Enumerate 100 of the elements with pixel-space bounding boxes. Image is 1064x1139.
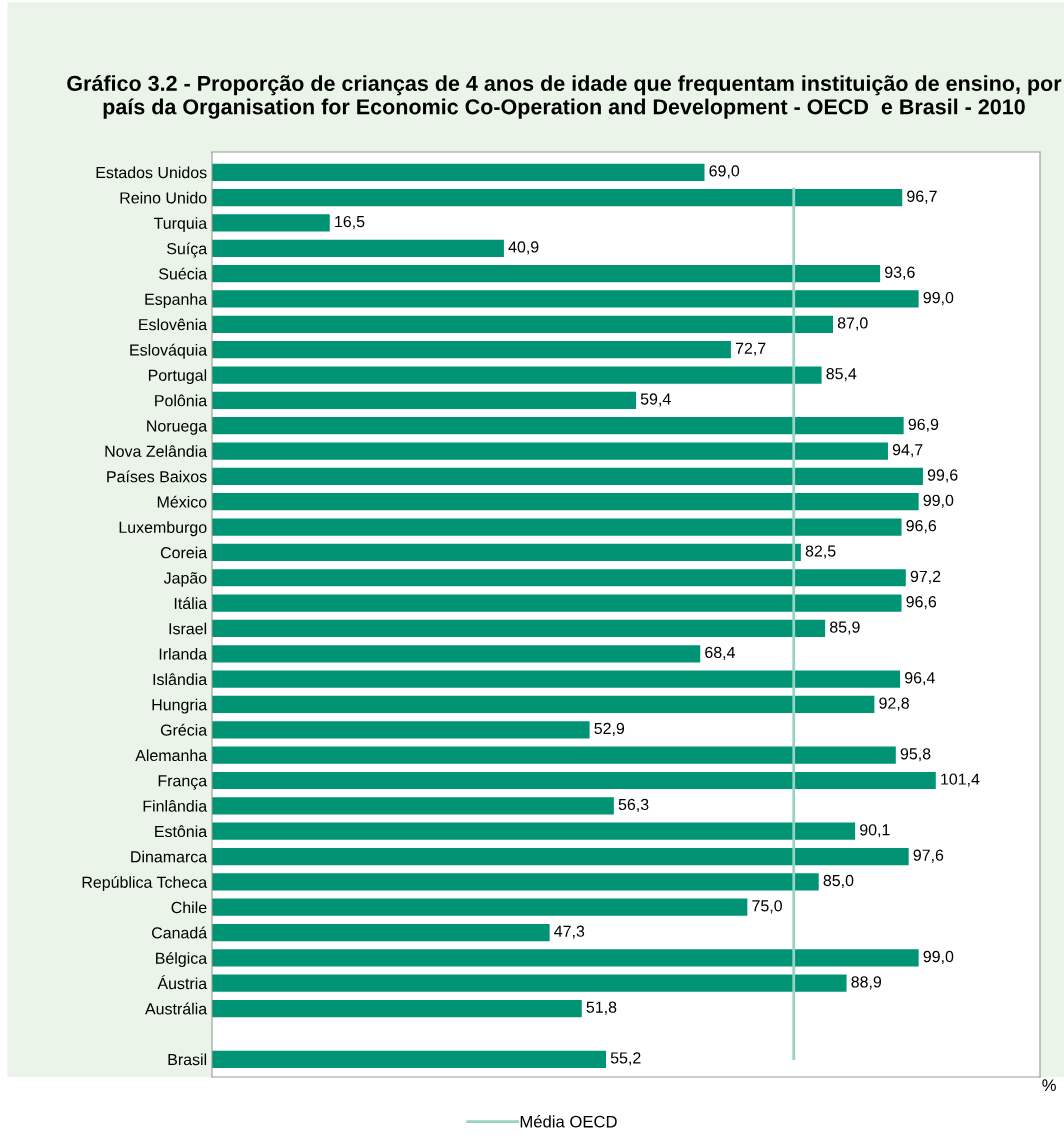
y-tick-label: Estônia xyxy=(155,825,208,838)
bar xyxy=(212,163,705,181)
data-label: 52,9 xyxy=(594,722,625,736)
bar xyxy=(212,670,901,688)
data-label: 85,9 xyxy=(830,621,860,635)
data-label: 96,4 xyxy=(905,672,935,686)
data-label: 56,3 xyxy=(618,798,649,813)
y-tick-label: Suécia xyxy=(159,267,208,280)
data-label: 85,0 xyxy=(823,874,854,889)
data-label: 97,2 xyxy=(910,570,941,584)
legend-label: Média OECD xyxy=(520,1115,617,1128)
bar xyxy=(212,847,909,866)
bar xyxy=(212,543,801,562)
bar xyxy=(212,315,833,333)
data-label: 82,5 xyxy=(805,545,836,559)
bar xyxy=(212,923,550,942)
data-label: 40,9 xyxy=(508,241,539,255)
data-label: 51,8 xyxy=(586,1001,617,1015)
data-label: 85,4 xyxy=(826,367,857,382)
y-tick-label: Canadá xyxy=(152,926,208,939)
data-label: 75,0 xyxy=(752,900,782,914)
data-label: 99,6 xyxy=(927,469,958,483)
y-tick-label: Noruega xyxy=(147,420,208,435)
y-tick-label: Alemanha xyxy=(135,749,208,762)
data-label: 97,6 xyxy=(913,849,944,863)
y-tick-label: Bélgica xyxy=(156,952,208,968)
bar xyxy=(212,290,919,308)
y-tick-label: França xyxy=(158,775,208,790)
y-tick-label: Estados Unidos xyxy=(96,166,207,179)
data-label: 55,2 xyxy=(610,1052,641,1066)
bar xyxy=(212,518,902,536)
bar xyxy=(212,619,826,638)
y-tick-label: Nova Zelândia xyxy=(105,445,208,457)
bar xyxy=(212,391,636,409)
bar xyxy=(212,265,881,283)
data-label: 96,6 xyxy=(906,520,937,534)
bar xyxy=(212,873,819,891)
y-tick-label: Islândia xyxy=(153,673,208,686)
bar xyxy=(212,1050,607,1068)
y-tick-label: Israel xyxy=(169,622,207,635)
data-label: 99,0 xyxy=(923,291,954,306)
data-label: 69,0 xyxy=(709,165,740,179)
data-label: 72,7 xyxy=(735,342,766,356)
data-label: 16,5 xyxy=(335,215,365,230)
y-tick-label: Grécia xyxy=(160,723,208,736)
bar xyxy=(212,493,919,511)
bar xyxy=(212,569,906,587)
data-label: 59,4 xyxy=(640,393,671,407)
data-label: 96,9 xyxy=(908,418,939,432)
bar xyxy=(212,214,330,232)
data-label: 99,0 xyxy=(923,494,954,508)
y-tick-label: México xyxy=(157,495,207,508)
y-tick-label: Chile xyxy=(171,901,207,914)
bar xyxy=(212,645,701,663)
data-label: 87,0 xyxy=(837,317,868,331)
y-tick-label: Luxemburgo xyxy=(119,521,207,537)
y-tick-label: Itália xyxy=(174,597,208,610)
y-tick-label: Austrália xyxy=(145,1002,208,1015)
chart-title: Gráfico 3.2 - Proporção de crianças de 4 anos de idade que frequentam instituição de ensino, por país da Organisation for Economic Co-Operation and Development - OECD e Brasil - 2010 xyxy=(67,75,1062,119)
bar xyxy=(212,974,847,992)
x-axis-title: % xyxy=(1042,1079,1056,1092)
y-tick-label: Japão xyxy=(163,572,207,587)
data-label: 96,6 xyxy=(906,596,937,610)
data-label: 93,6 xyxy=(885,266,915,280)
bar xyxy=(212,746,896,764)
bar xyxy=(212,721,590,739)
data-label: 92,8 xyxy=(879,697,909,711)
y-tick-label: Polônia xyxy=(155,394,208,407)
y-tick-label: Espanha xyxy=(145,293,208,309)
bar xyxy=(212,594,902,612)
bar xyxy=(212,442,888,460)
y-tick-label: Portugal xyxy=(148,369,207,385)
bar xyxy=(212,189,903,207)
y-tick-label: Finlândia xyxy=(143,800,208,812)
bar xyxy=(212,366,822,384)
bar xyxy=(212,341,731,359)
y-tick-label: Suíça xyxy=(167,242,208,258)
bar xyxy=(212,898,748,916)
bar xyxy=(212,695,875,714)
data-label: 90,1 xyxy=(860,824,890,838)
data-label: 99,0 xyxy=(923,950,954,965)
y-tick-label: Eslováquia xyxy=(130,343,208,359)
data-label: 95,8 xyxy=(900,748,931,762)
bar xyxy=(212,771,936,790)
y-tick-label: Coreia xyxy=(160,546,208,559)
y-tick-label: Hungria xyxy=(152,698,208,714)
y-tick-label: Eslovênia xyxy=(139,318,208,331)
y-tick-label: Reino Unido xyxy=(120,191,207,204)
y-tick-label: Países Baixos xyxy=(107,470,207,483)
data-label: 88,9 xyxy=(851,976,882,990)
data-label: 96,7 xyxy=(907,190,937,204)
bar xyxy=(212,239,504,257)
bar xyxy=(212,999,582,1018)
data-label: 47,3 xyxy=(554,925,585,939)
bar xyxy=(212,417,904,435)
y-tick-label: Dinamarca xyxy=(131,850,208,863)
y-tick-label: Brasil xyxy=(168,1053,207,1066)
data-label: 68,4 xyxy=(705,646,736,660)
y-tick-label: Turquia xyxy=(153,217,208,233)
bar xyxy=(212,467,923,485)
